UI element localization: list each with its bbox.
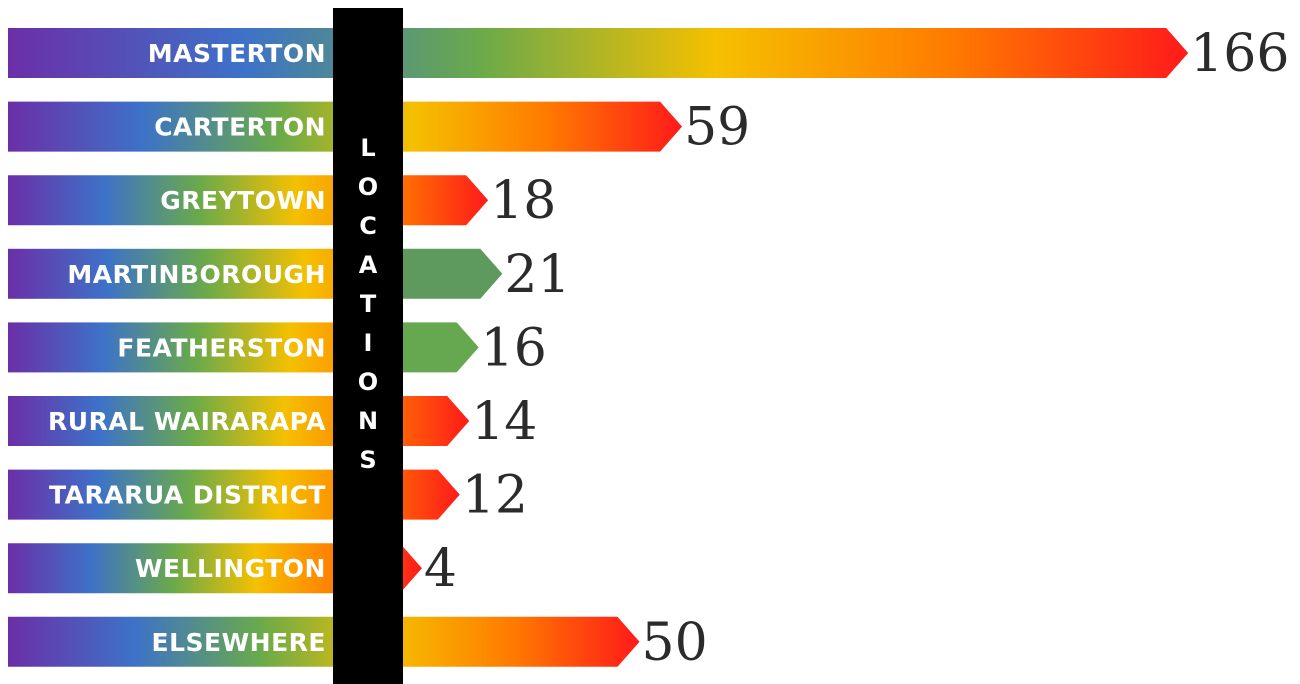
- bar-masterton: [8, 28, 1189, 78]
- value-label: 50: [642, 613, 708, 673]
- y-axis-title-letter: L: [360, 134, 375, 162]
- category-label: FEATHERSTON: [117, 333, 326, 362]
- category-label: ELSEWHERE: [152, 628, 327, 657]
- y-axis-title-letter: T: [360, 290, 377, 318]
- y-axis-title-letter: O: [358, 173, 378, 201]
- value-label: 166: [1190, 24, 1289, 84]
- category-label: WELLINGTON: [135, 554, 326, 583]
- bar-elsewhere: [8, 616, 640, 667]
- value-label: 16: [481, 318, 547, 378]
- value-label: 59: [684, 98, 750, 158]
- category-label: GREYTOWN: [160, 186, 326, 215]
- category-label: CARTERTON: [154, 113, 326, 142]
- value-label: 18: [490, 171, 556, 231]
- value-labels: 166 59 18 21 16 14 124 50: [424, 24, 1290, 673]
- category-label: TARARUA DISTRICT: [49, 481, 326, 510]
- y-axis-title-letter: O: [358, 368, 378, 396]
- y-axis-title-band: [333, 8, 403, 684]
- y-axis-title-letter: A: [359, 251, 378, 279]
- category-label: MARTINBOROUGH: [67, 260, 326, 289]
- bar-wellington: [8, 543, 422, 594]
- y-axis-title-letter: C: [359, 212, 377, 240]
- category-label: RURAL WAIRARAPA: [48, 407, 326, 436]
- y-axis-title-letter: I: [364, 329, 373, 357]
- bar-martinborough: [403, 248, 503, 299]
- bar-featherston: [403, 322, 479, 373]
- category-labels: MASTERTON CARTERTON GREYTOWN MARTINBOROUGH F…: [48, 39, 326, 657]
- y-axis-title-letter: N: [358, 407, 378, 435]
- category-label: MASTERTON: [148, 39, 326, 68]
- value-label: 12: [462, 466, 528, 526]
- value-label: 14: [471, 392, 537, 452]
- y-axis-title-letter: S: [359, 446, 376, 474]
- value-label: 21: [504, 245, 570, 305]
- value-label: 4: [424, 539, 457, 599]
